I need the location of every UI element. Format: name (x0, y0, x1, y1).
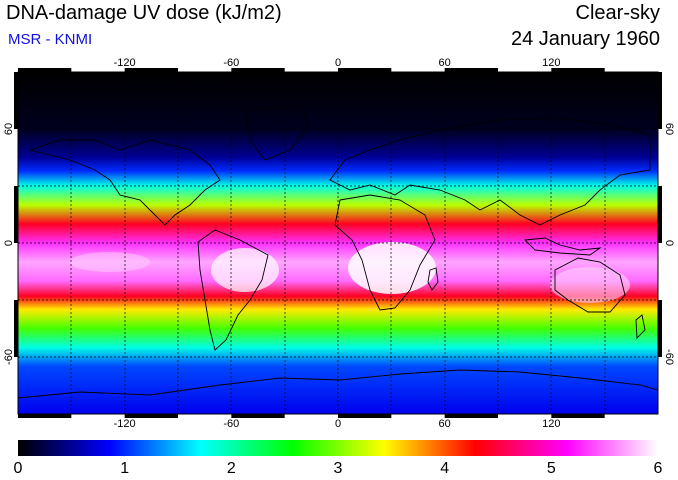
lon-tick-label-bottom: -60 (223, 418, 239, 430)
coast-antarctica (18, 369, 658, 399)
frame-top-segment (551, 68, 605, 72)
date-label: 24 January 1960 (510, 28, 660, 50)
colorbar-tick-label: 2 (226, 460, 236, 477)
frame-bottom-segment (338, 414, 392, 418)
source-label: MSR - KNMI (8, 31, 93, 48)
frame-top-segment (338, 68, 392, 72)
map-border (17, 71, 659, 415)
colorbar-tick-label: 1 (120, 460, 130, 477)
coast-north-america (28, 139, 221, 226)
frame-left-segment (14, 186, 18, 243)
lat-tick-label-left: 0 (3, 240, 15, 246)
frame-bottom-segment (124, 414, 178, 418)
coast-madagascar (427, 267, 439, 291)
lat-tick-label-left: 60 (3, 123, 15, 135)
lon-tick-label-bottom: 60 (439, 418, 451, 430)
coast-south-america (197, 229, 269, 351)
map-title: DNA-damage UV dose (kJ/m2) (6, 2, 282, 24)
frame-right-segment (658, 186, 662, 243)
coastlines (18, 104, 658, 399)
colorbar-tick-label: 6 (653, 460, 663, 477)
frame-top-segment (444, 68, 498, 72)
frame-left-segment (14, 72, 18, 129)
pacific-hotspot (70, 252, 150, 272)
gridlines (18, 72, 658, 414)
colorbar-tick-label: 5 (546, 460, 556, 477)
lon-tick-label-top: -120 (114, 57, 136, 69)
lat-tick-label-right: 60 (663, 123, 675, 135)
lat-tick-label-right: 0 (663, 240, 675, 246)
africa-hotspot (348, 242, 436, 294)
lon-labels-bottom: -120 -60 0 60 120 (114, 418, 561, 430)
lon-tick-label-top: 60 (439, 57, 451, 69)
sky-condition-label: Clear-sky (575, 2, 660, 24)
lon-tick-label-bottom: -120 (114, 418, 136, 430)
colorbar (18, 440, 658, 456)
lon-tick-label-top: -60 (223, 57, 239, 69)
coast-australia (554, 257, 626, 313)
lon-tick-label-bottom: 120 (542, 418, 560, 430)
coast-africa (334, 194, 436, 311)
frame-bottom-segment (551, 414, 605, 418)
coast-new-zealand (635, 314, 646, 340)
south-america-hotspot (211, 248, 279, 292)
frame-left-segment (14, 300, 18, 357)
lon-tick-label-top: 0 (335, 57, 341, 69)
frame-top-segment (231, 68, 285, 72)
australia-hotspot (550, 267, 630, 303)
frame-bottom-segment (18, 414, 72, 418)
colorbar-tick-label: 4 (440, 460, 450, 477)
lat-tick-label-right: -60 (663, 349, 675, 365)
frame-top-segment (124, 68, 178, 72)
lon-tick-label-top: 120 (542, 57, 560, 69)
frame-bottom-segment (444, 414, 498, 418)
lat-labels-right: 60 0 -60 (663, 123, 675, 365)
frame-right-segment (658, 300, 662, 357)
lon-labels-top: -120 -60 0 60 120 (114, 57, 561, 69)
lon-tick-label-bottom: 0 (335, 418, 341, 430)
coast-greenland (244, 104, 311, 161)
frame-top-segment (18, 68, 72, 72)
coast-eurasia (329, 117, 651, 226)
colorbar-tick-label: 3 (333, 460, 343, 477)
frame-bottom-segment (231, 414, 285, 418)
coast-indonesia (524, 237, 602, 256)
colorbar-tick-label: 0 (13, 460, 23, 477)
lat-tick-label-left: -60 (3, 349, 15, 365)
frame-right-segment (658, 72, 662, 129)
map-frame (14, 68, 662, 418)
lat-labels-left: 60 0 -60 (3, 123, 15, 365)
